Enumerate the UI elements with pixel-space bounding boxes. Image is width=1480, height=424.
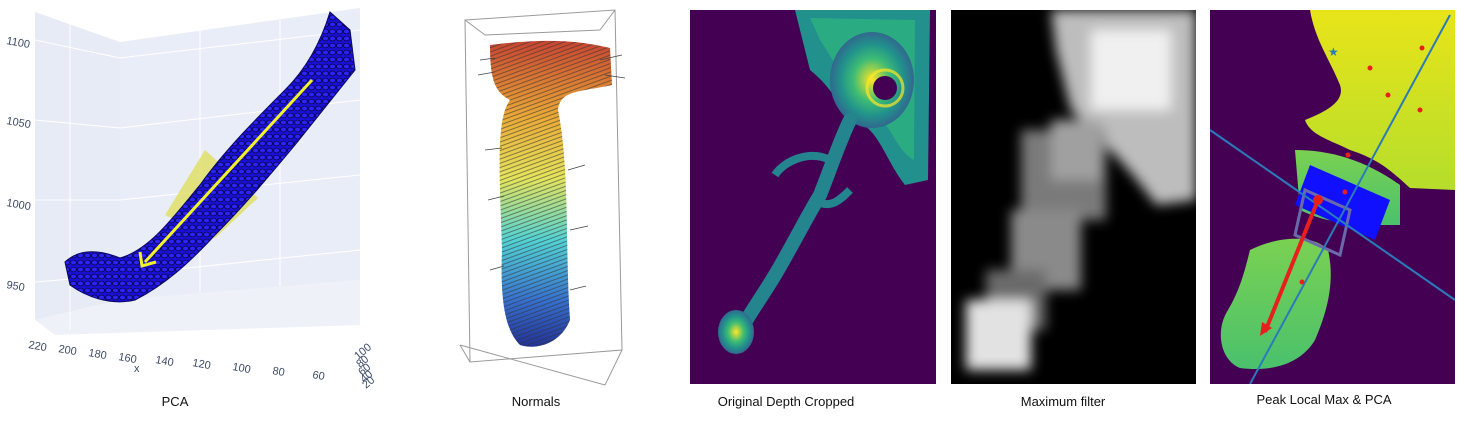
normals-plot (459, 9, 626, 386)
pca-line-major (1249, 14, 1451, 385)
x-tick: 220 (27, 339, 47, 354)
caption-maxfilter: Maximum filter (1020, 394, 1106, 409)
peak-arrow (1263, 199, 1320, 333)
peak-image: ★ (1209, 10, 1456, 385)
peak-markers (1299, 45, 1425, 285)
x-tick: 200 (57, 343, 77, 358)
x-tick: 160 (117, 351, 137, 366)
normals-panel: Normals (440, 0, 640, 424)
x-tick: 60 (311, 369, 325, 383)
caption-depth: Original Depth Cropped (717, 394, 855, 409)
depth-tail (728, 113, 857, 347)
maxfilter-panel: Maximum filter (951, 10, 1196, 424)
z-tick: 1050 (5, 115, 31, 131)
point-cloud (64, 11, 356, 303)
caption-pca: PCA (161, 394, 189, 409)
floor (35, 280, 360, 335)
pca-line-minor (1209, 129, 1456, 301)
caption-peak: Peak Local Max & PCA (1256, 392, 1392, 407)
maxfilter-blobs (966, 10, 1196, 370)
oriented-box (1295, 165, 1390, 240)
x-axis-letter: x (134, 363, 140, 375)
segment-top (1305, 10, 1455, 190)
principal-axis-arrow (143, 78, 314, 264)
x-tick: 180 (87, 347, 107, 362)
oriented-box-outline (1293, 187, 1352, 258)
caption-normals: Normals (511, 394, 561, 409)
normal-vectors (477, 54, 626, 291)
back-wall (35, 12, 120, 320)
x-tick: 80 (271, 365, 285, 379)
pca-plot: 1100 1050 1000 950 220 200 180 160 140 1… (5, 8, 377, 391)
z-tick: 1100 (5, 35, 30, 51)
bounding-box (459, 9, 623, 386)
x-tick: 100 (231, 361, 251, 376)
maxfilter-image (951, 10, 1196, 384)
x-ticks: 220 200 180 160 140 120 100 80 60 x (27, 339, 325, 383)
star-marker: ★ (1328, 45, 1339, 59)
y-ticks: 100 80 60 40 20 (352, 341, 377, 391)
z-tick: 1000 (5, 197, 31, 213)
x-tick: 140 (154, 354, 174, 369)
depth-image (690, 10, 936, 384)
pca-panel: 1100 1050 1000 950 220 200 180 160 140 1… (0, 0, 400, 424)
arrow-head (138, 251, 157, 268)
x-tick: 120 (191, 357, 211, 372)
peak-panel: ★ Peak Local Max & PCA (1209, 10, 1456, 424)
z-tick: 950 (5, 279, 25, 294)
depth-panel: Original Depth Cropped (690, 10, 936, 424)
